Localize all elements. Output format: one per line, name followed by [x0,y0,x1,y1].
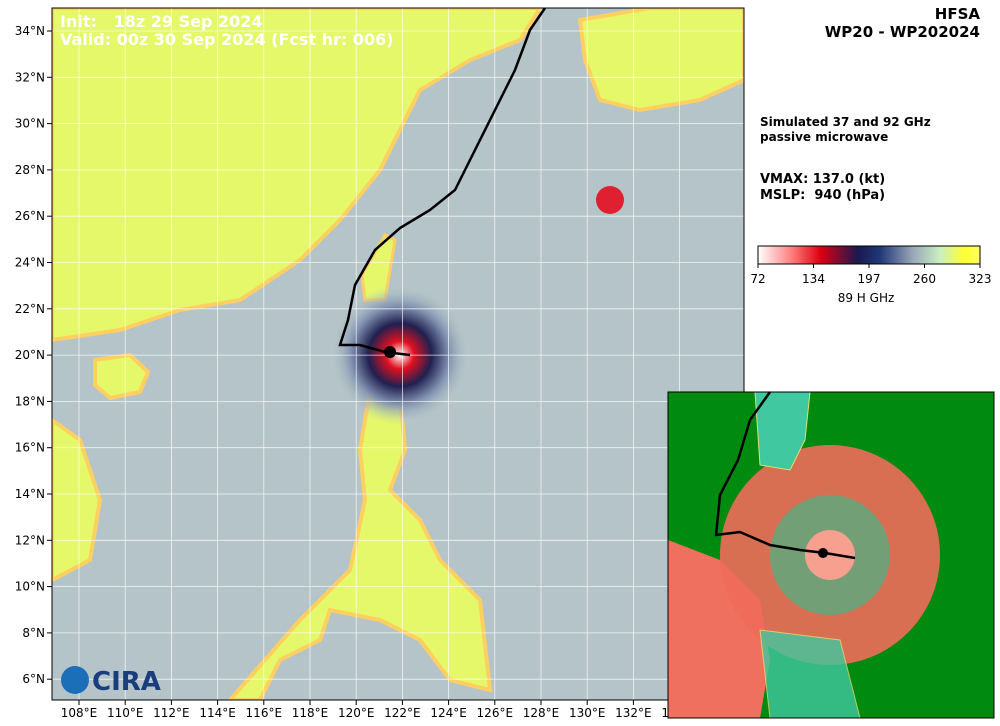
lat-label: 20°N [15,348,45,362]
colorbar [757,245,981,265]
lon-label: 120°E [338,706,375,720]
storm-id: WP20 - WP202024 [825,23,980,41]
colorbar-ticks: 72 134 197 260 323 [750,264,991,286]
lat-label: 18°N [15,394,45,408]
vmax: VMAX: 137.0 (kt) [760,172,885,187]
colorbar-tick-label: 134 [802,272,825,286]
axis-labels: 34°N 32°N 30°N 28°N 26°N 24°N 22°N 20°N 18°N 16°N… [15,24,698,720]
lon-label: 112°E [153,706,190,720]
colorbar-tick-label: 260 [913,272,936,286]
lon-label: 122°E [384,706,421,720]
lat-label: 28°N [15,163,45,177]
lon-label: 110°E [107,706,144,720]
lat-label: 24°N [15,256,45,270]
lon-label: 124°E [430,706,467,720]
lat-label: 26°N [15,209,45,223]
lat-label: 34°N [15,24,45,38]
colorbar-tick-label: 72 [750,272,765,286]
inset-map [667,391,995,719]
description: Simulated 37 and 92 GHz [760,115,931,129]
colorbar-tick-label: 197 [858,272,881,286]
lat-label: 10°N [15,580,45,594]
lon-label: 116°E [246,706,283,720]
lat-label: 12°N [15,533,45,547]
description: passive microwave [760,130,888,144]
colorbar-label: 89 H GHz [838,291,895,305]
lon-label: 114°E [199,706,236,720]
valid-label: Valid: 00z 30 Sep 2024 (Fcst hr: 006) [60,30,394,49]
lat-label: 16°N [15,441,45,455]
lat-label: 30°N [15,117,45,131]
lat-label: 32°N [15,70,45,84]
lat-label: 14°N [15,487,45,501]
lon-label: 108°E [61,706,98,720]
lon-label: 118°E [292,706,329,720]
grid [52,8,744,700]
map-frame [51,7,745,701]
colorbar-tick-label: 323 [969,272,992,286]
lat-label: 22°N [15,302,45,316]
logo: CIRA [92,667,161,697]
init-label: Init: 18z 29 Sep 2024 [60,12,263,31]
product: HFSA [935,5,981,23]
lon-label: 126°E [477,706,514,720]
lon-label: 132°E [615,706,652,720]
lon-label: 128°E [523,706,560,720]
lat-label: 6°N [22,672,45,686]
map: Init: 18z 29 Sep 2024 Valid: 00z 30 Sep … [52,8,744,700]
lat-label: 8°N [22,626,45,640]
lon-label: 130°E [569,706,606,720]
mslp: MSLP: 940 (hPa) [760,188,885,203]
